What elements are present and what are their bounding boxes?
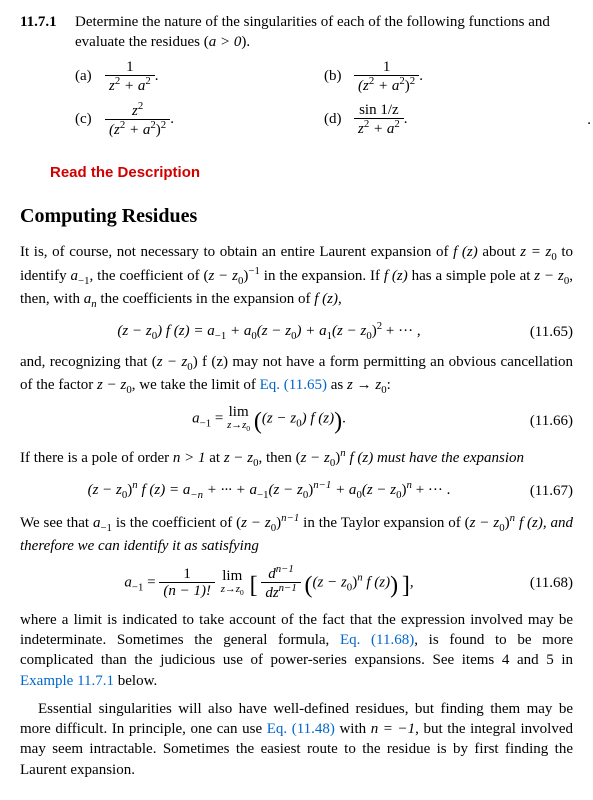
eq-number: (11.67) bbox=[518, 481, 573, 501]
paragraph-5: where a limit is indicated to take accou… bbox=[20, 610, 573, 691]
paragraph-3: If there is a pole of order n > 1 at z −… bbox=[20, 446, 573, 471]
equation-11-68: a−1 = 1 (n − 1)! lim z→z0 [ dn−1 dzn−1 (… bbox=[20, 564, 573, 602]
eq-ref-1148[interactable]: Eq. (11.48) bbox=[267, 721, 335, 737]
subproblems-row-1: (a) 1 z2 + a2 . (b) 1 (z2 + a2)2 . bbox=[75, 59, 573, 95]
problem-body: Determine the nature of the singularitie… bbox=[75, 12, 573, 145]
subproblem-c: (c) z2 (z2 + a2)2 . bbox=[75, 101, 324, 139]
subproblem-a: (a) 1 z2 + a2 . bbox=[75, 59, 324, 95]
subproblem-b: (b) 1 (z2 + a2)2 . bbox=[324, 59, 573, 95]
instruction-text: Read the Description bbox=[50, 163, 573, 183]
problem-number: 11.7.1 bbox=[20, 12, 75, 32]
subproblem-d: (d) sin 1/z z2 + a2 . . bbox=[324, 102, 573, 138]
equation-11-65: (z − z0) f (z) = a−1 + a0(z − z0) + a1(z… bbox=[20, 319, 573, 344]
fraction-c: z2 (z2 + a2)2 bbox=[105, 101, 170, 139]
eq-ref-1165[interactable]: Eq. (11.65) bbox=[260, 377, 327, 393]
equation-11-66: a−1 = lim z→z0 ((z − z0) f (z)). (11.66) bbox=[20, 405, 573, 438]
fraction-a: 1 z2 + a2 bbox=[105, 59, 155, 95]
subproblems-row-2: (c) z2 (z2 + a2)2 . (d) sin 1/z z2 + a2 … bbox=[75, 101, 573, 139]
paragraph-1: It is, of course, not necessary to obtai… bbox=[20, 242, 573, 312]
problem-block: 11.7.1 Determine the nature of the singu… bbox=[20, 12, 573, 145]
eq-ref-1168[interactable]: Eq. (11.68) bbox=[340, 632, 414, 648]
section-title: Computing Residues bbox=[20, 203, 573, 230]
paragraph-4: We see that a−1 is the coefficient of (z… bbox=[20, 511, 573, 556]
fraction-b: 1 (z2 + a2)2 bbox=[354, 59, 419, 95]
paragraph-6: Essential singularities will also have w… bbox=[20, 699, 573, 780]
eq-number: (11.68) bbox=[518, 573, 573, 593]
example-ref[interactable]: Example 11.7.1 bbox=[20, 673, 114, 689]
fraction-d: sin 1/z z2 + a2 bbox=[354, 102, 404, 138]
paragraph-2: and, recognizing that (z − z0) f (z) may… bbox=[20, 352, 573, 397]
stray-dot: . bbox=[587, 110, 591, 130]
problem-text: Determine the nature of the singularitie… bbox=[75, 12, 573, 53]
eq-number: (11.65) bbox=[518, 322, 573, 342]
eq-number: (11.66) bbox=[518, 411, 573, 431]
equation-11-67: (z − z0)n f (z) = a−n + ··· + a−1(z − z0… bbox=[20, 478, 573, 503]
